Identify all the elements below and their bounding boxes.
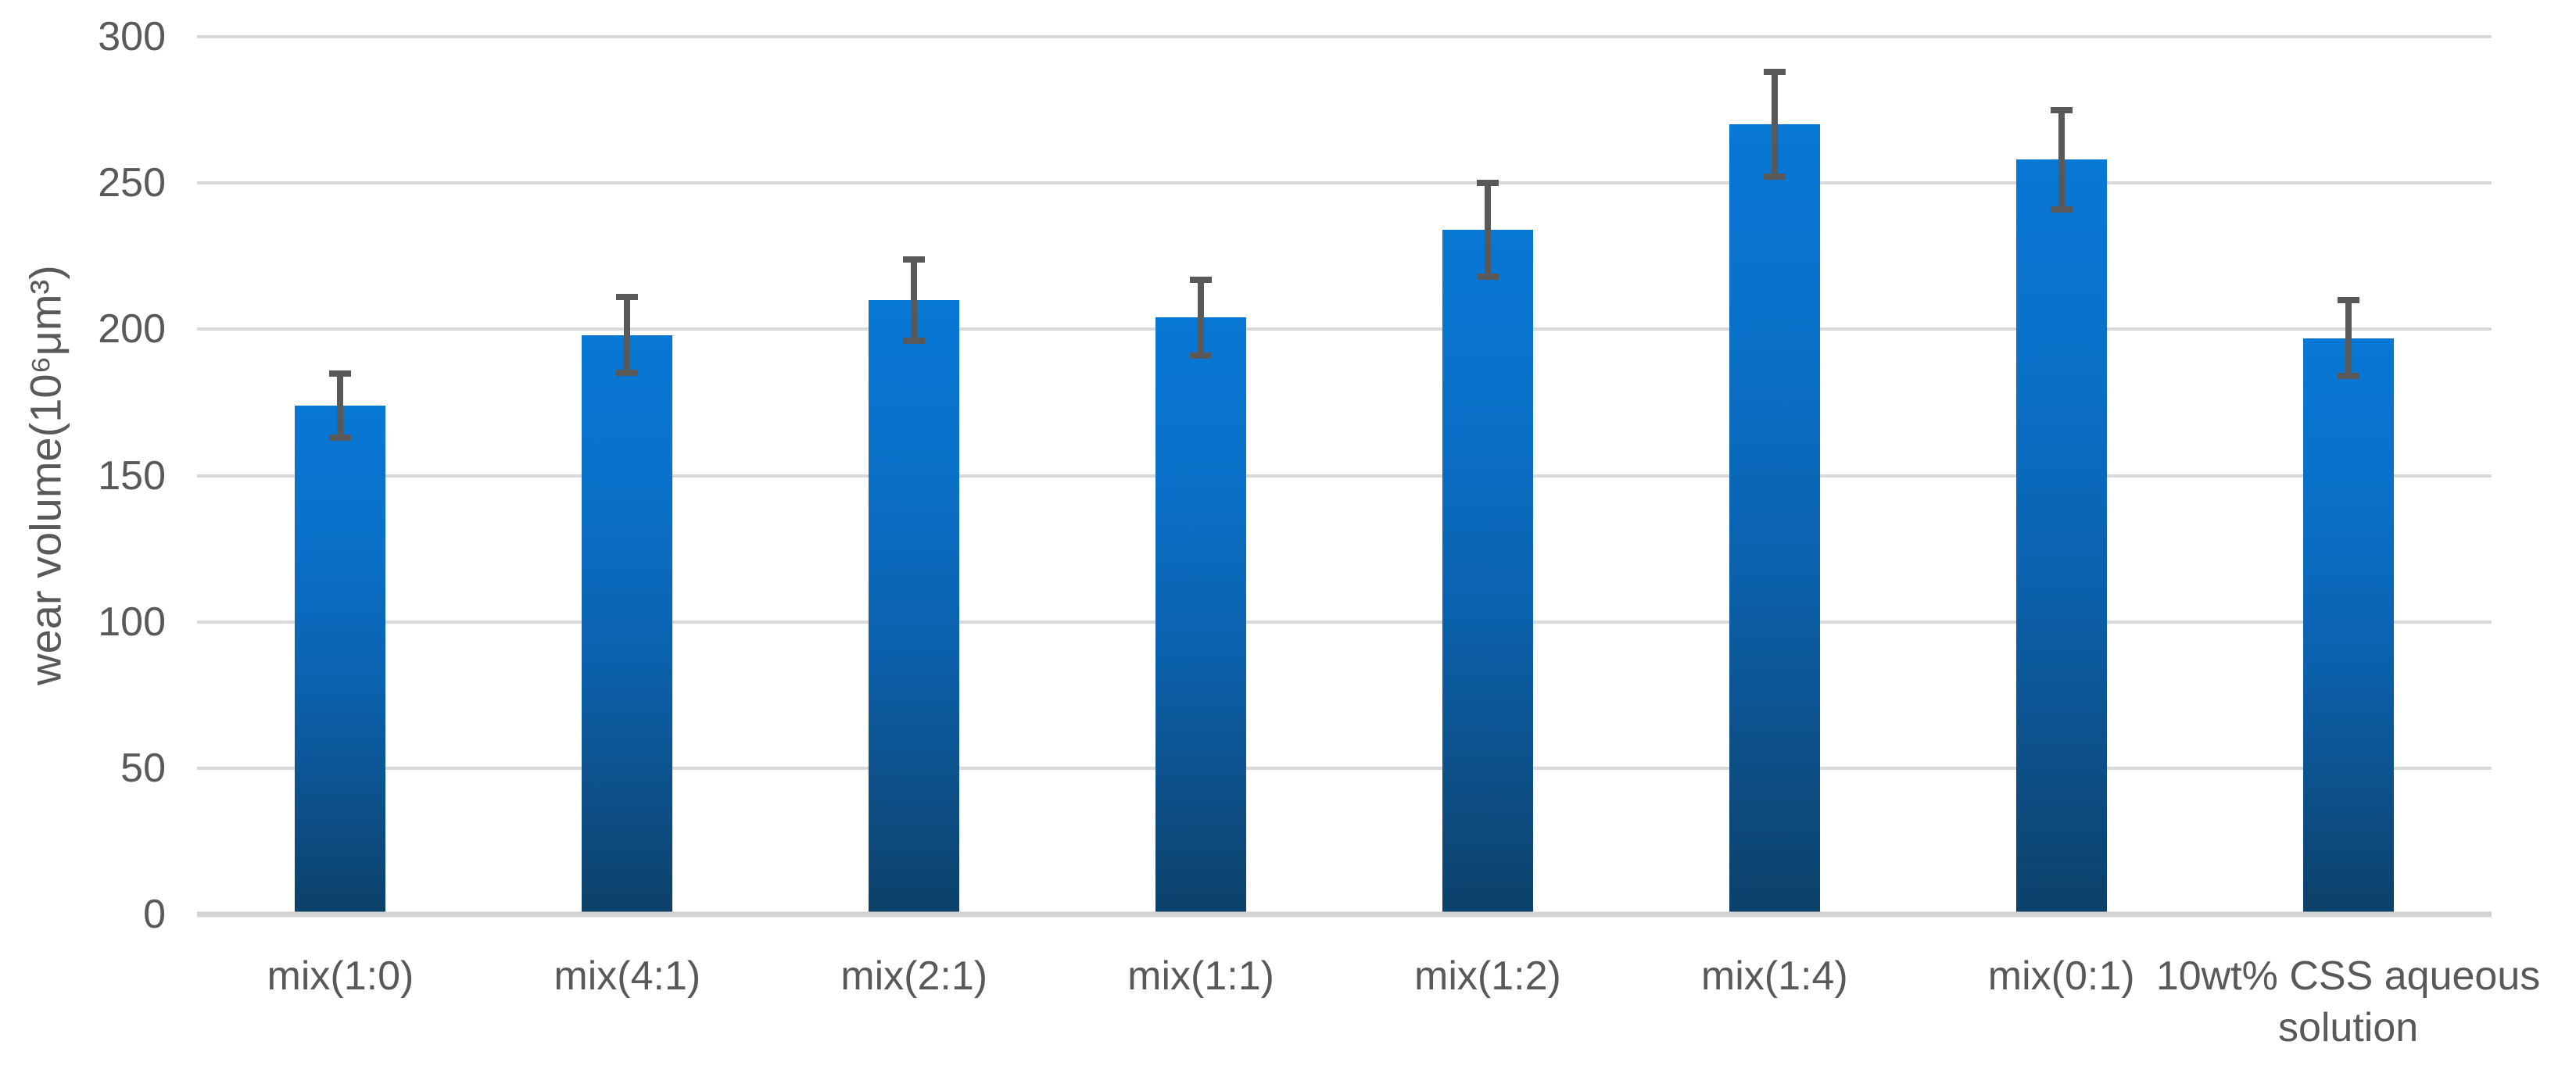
error-bar — [329, 370, 352, 441]
bar — [2302, 338, 2394, 913]
error-bar — [1763, 69, 1786, 181]
bar — [1155, 317, 1247, 913]
error-bar-cap — [329, 370, 352, 377]
error-bar-cap — [903, 338, 926, 345]
error-bar-cap — [1476, 180, 1499, 187]
x-category-label: mix(2:1) — [840, 953, 988, 999]
error-bar-cap — [1763, 69, 1786, 76]
bar — [2015, 159, 2107, 913]
gridline — [197, 181, 2492, 185]
error-bar-stem — [1198, 276, 1205, 359]
error-bar — [2337, 297, 2359, 379]
x-axis-line — [197, 911, 2492, 918]
error-bar-stem — [624, 294, 631, 377]
x-category-label: mix(1:1) — [1127, 953, 1274, 999]
y-tick-label: 150 — [98, 453, 166, 499]
error-bar-stem — [1484, 180, 1491, 280]
error-bar-cap — [616, 294, 639, 301]
error-bar-stem — [337, 370, 344, 441]
error-bar-stem — [2345, 297, 2352, 379]
error-bar-stem — [2058, 106, 2065, 213]
error-bar-cap — [1476, 273, 1499, 280]
error-bar-cap — [2337, 372, 2359, 379]
error-bar-stem — [911, 256, 918, 345]
bar — [295, 405, 386, 913]
error-bar — [1190, 276, 1213, 359]
error-bar-cap — [903, 256, 926, 263]
x-category-label: mix(1:0) — [267, 953, 414, 999]
x-category-label: mix(0:1) — [1987, 953, 2135, 999]
error-bar — [903, 256, 926, 345]
y-tick-label: 200 — [98, 306, 166, 352]
error-bar-cap — [1190, 352, 1213, 359]
error-bar-stem — [1771, 69, 1778, 181]
bar — [869, 299, 960, 913]
bar — [1729, 124, 1820, 913]
y-tick-label: 100 — [98, 599, 166, 645]
error-bar-cap — [1190, 276, 1213, 283]
x-category-label: mix(1:2) — [1414, 953, 1561, 999]
error-bar-cap — [329, 434, 352, 441]
x-category-label: 10wt% CSS aqueous solution — [2155, 953, 2541, 1050]
error-bar-cap — [2050, 106, 2073, 113]
error-bar — [616, 294, 639, 377]
error-bar-cap — [2337, 297, 2359, 304]
error-bar — [2050, 106, 2073, 213]
gridline — [197, 327, 2492, 331]
error-bar-cap — [1763, 173, 1786, 181]
bar — [582, 334, 673, 913]
error-bar — [1476, 180, 1499, 280]
error-bar-cap — [2050, 206, 2073, 213]
y-tick-label: 250 — [98, 160, 166, 206]
bar — [1442, 230, 1533, 913]
gridline — [197, 474, 2492, 478]
error-bar-cap — [616, 370, 639, 377]
y-tick-label: 300 — [98, 14, 166, 59]
gridline — [197, 35, 2492, 38]
y-tick-label: 50 — [120, 745, 166, 791]
y-tick-label: 0 — [143, 892, 166, 937]
x-category-label: mix(4:1) — [554, 953, 701, 999]
x-category-label: mix(1:4) — [1700, 953, 1848, 999]
gridline — [197, 620, 2492, 624]
gridline — [197, 766, 2492, 770]
